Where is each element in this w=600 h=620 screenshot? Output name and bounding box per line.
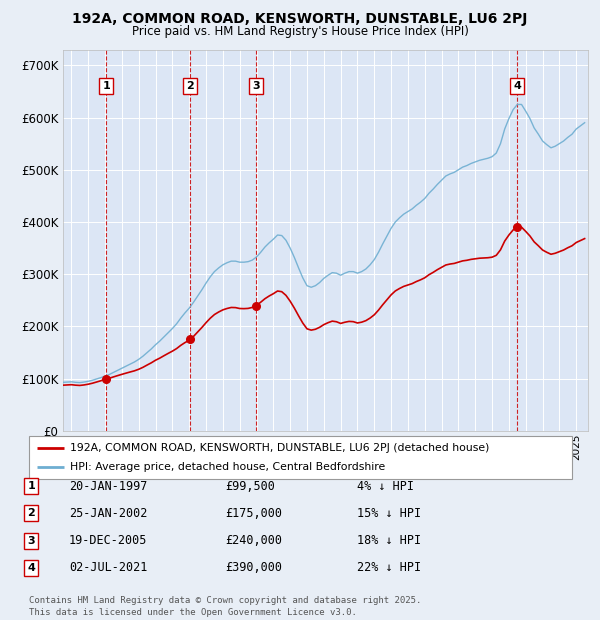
Text: Price paid vs. HM Land Registry's House Price Index (HPI): Price paid vs. HM Land Registry's House … — [131, 25, 469, 38]
Text: 1: 1 — [28, 481, 35, 491]
Text: 4% ↓ HPI: 4% ↓ HPI — [357, 480, 414, 492]
Text: 192A, COMMON ROAD, KENSWORTH, DUNSTABLE, LU6 2PJ: 192A, COMMON ROAD, KENSWORTH, DUNSTABLE,… — [73, 12, 527, 27]
Text: HPI: Average price, detached house, Central Bedfordshire: HPI: Average price, detached house, Cent… — [70, 463, 385, 472]
Text: 15% ↓ HPI: 15% ↓ HPI — [357, 507, 421, 520]
Text: 4: 4 — [514, 81, 521, 91]
Text: 18% ↓ HPI: 18% ↓ HPI — [357, 534, 421, 547]
Text: 02-JUL-2021: 02-JUL-2021 — [69, 562, 148, 574]
Text: 1: 1 — [102, 81, 110, 91]
Text: £99,500: £99,500 — [225, 480, 275, 492]
Text: 19-DEC-2005: 19-DEC-2005 — [69, 534, 148, 547]
Text: 25-JAN-2002: 25-JAN-2002 — [69, 507, 148, 520]
Text: 20-JAN-1997: 20-JAN-1997 — [69, 480, 148, 492]
Text: Contains HM Land Registry data © Crown copyright and database right 2025.
This d: Contains HM Land Registry data © Crown c… — [29, 596, 421, 617]
Text: 3: 3 — [28, 536, 35, 546]
Text: 4: 4 — [27, 563, 35, 573]
Text: £240,000: £240,000 — [225, 534, 282, 547]
FancyBboxPatch shape — [29, 436, 572, 479]
Text: 2: 2 — [28, 508, 35, 518]
Text: 22% ↓ HPI: 22% ↓ HPI — [357, 562, 421, 574]
Text: 2: 2 — [187, 81, 194, 91]
Text: 3: 3 — [252, 81, 260, 91]
Text: £390,000: £390,000 — [225, 562, 282, 574]
Text: 192A, COMMON ROAD, KENSWORTH, DUNSTABLE, LU6 2PJ (detached house): 192A, COMMON ROAD, KENSWORTH, DUNSTABLE,… — [70, 443, 489, 453]
Text: £175,000: £175,000 — [225, 507, 282, 520]
